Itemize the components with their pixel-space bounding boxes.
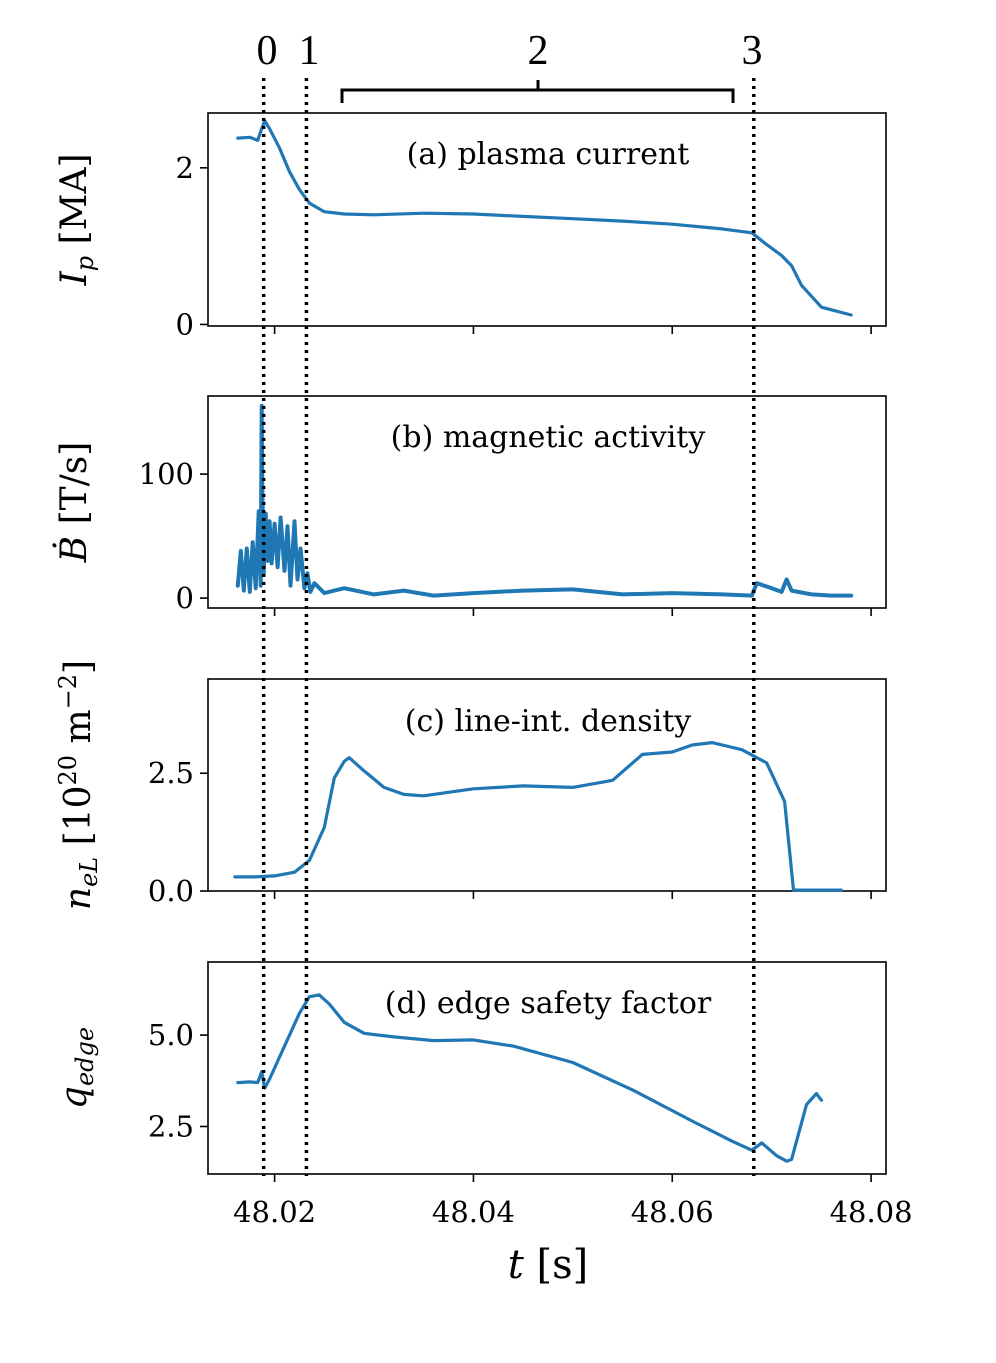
- x-tick-label: 48.04: [432, 1195, 515, 1229]
- y-tick-label: 100: [139, 457, 194, 491]
- y-tick-label: 0: [176, 581, 194, 615]
- panel-annotation: (a) plasma current: [407, 137, 690, 172]
- phase-lines: [261, 78, 756, 1176]
- y-axis-label: neL [1020 m−2]: [54, 660, 103, 910]
- panel-plasma-current: 0 2 (a) plasma current Ip [MA]: [54, 112, 887, 341]
- y-axis-label: Ip [MA]: [54, 153, 99, 286]
- panel-annotation: (b) magnetic activity: [391, 420, 706, 455]
- phase-2-bracket: [340, 80, 735, 103]
- x-tick-label: 48.02: [233, 1195, 316, 1229]
- panel-line-density: 0.0 2.5 (c) line-int. density neL [1020 m−2…: [54, 660, 887, 910]
- x-axis-label: t [s]: [508, 1242, 589, 1288]
- series-line: [235, 403, 854, 598]
- y-tick-label: 5.0: [148, 1018, 194, 1052]
- phase-label-2: 2: [528, 28, 549, 74]
- y-axis-label: Ḃ [T/s]: [53, 442, 95, 564]
- y-tick-label: 2.5: [148, 1109, 194, 1143]
- y-tick-label: 2: [176, 151, 194, 185]
- x-tick-labels: 48.02 48.04 48.06 48.08: [233, 1195, 913, 1229]
- y-axis-label: qedge: [54, 1027, 99, 1109]
- plot-frame: [207, 395, 887, 609]
- phase-label-3: 3: [742, 28, 763, 74]
- plot-frame: [207, 112, 887, 327]
- x-tick-label: 48.06: [631, 1195, 714, 1229]
- panel-edge-safety-factor: 2.5 5.0 (d) edge safety factor qedge: [54, 961, 887, 1182]
- series-line: [236, 119, 853, 317]
- series-line: [236, 993, 823, 1163]
- phase-label-0: 0: [257, 28, 278, 74]
- y-tick-label: 0.0: [148, 874, 194, 908]
- y-tick-label: 0: [176, 307, 194, 341]
- x-tick-label: 48.08: [830, 1195, 913, 1229]
- y-tick-label: 2.5: [148, 756, 194, 790]
- panel-magnetic-activity: 0 100 (b) magnetic activity Ḃ [T/s]: [53, 395, 887, 616]
- panel-annotation: (c) line-int. density: [405, 704, 692, 739]
- phase-label-1: 1: [299, 28, 320, 74]
- series-line: [233, 741, 843, 892]
- plot-frame: [207, 961, 887, 1175]
- phase-markers: 0 1 2 3: [257, 28, 763, 103]
- panel-annotation: (d) edge safety factor: [385, 986, 712, 1021]
- plot-frame: [207, 678, 887, 892]
